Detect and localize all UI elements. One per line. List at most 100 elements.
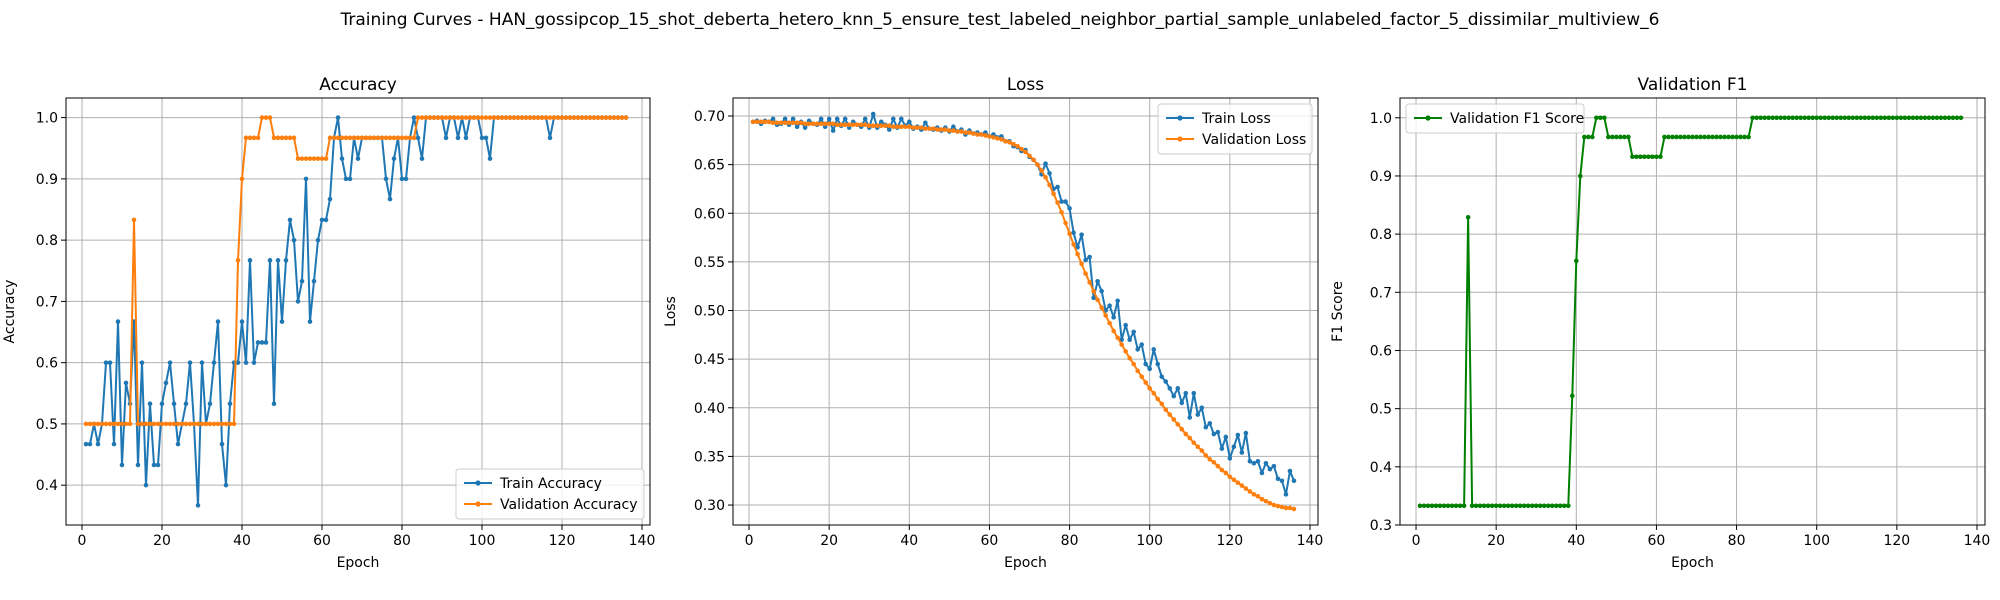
data-point bbox=[103, 421, 109, 427]
x-tick-label: 100 bbox=[1136, 533, 1163, 549]
data-point bbox=[1710, 134, 1715, 140]
legend-label: Validation Loss bbox=[1202, 132, 1306, 148]
data-point bbox=[1223, 434, 1229, 440]
data-point bbox=[1279, 478, 1285, 484]
data-point bbox=[239, 319, 245, 324]
data-point bbox=[87, 441, 93, 447]
data-point bbox=[1227, 456, 1233, 461]
data-point bbox=[1055, 184, 1060, 190]
data-point bbox=[1223, 470, 1229, 476]
data-point bbox=[143, 482, 149, 488]
data-point bbox=[511, 115, 517, 120]
data-point bbox=[247, 135, 253, 141]
data-point bbox=[955, 129, 960, 134]
data-point bbox=[91, 421, 97, 427]
data-point bbox=[1830, 115, 1836, 121]
data-point bbox=[291, 135, 297, 141]
data-point bbox=[1698, 134, 1703, 140]
data-point bbox=[1694, 134, 1699, 140]
data-point bbox=[1814, 115, 1820, 121]
data-point bbox=[1658, 154, 1663, 160]
data-point bbox=[287, 217, 293, 223]
data-point bbox=[167, 360, 173, 365]
data-point bbox=[191, 421, 197, 427]
data-point bbox=[1211, 431, 1217, 437]
y-tick-label: 0.8 bbox=[1370, 227, 1392, 243]
data-point bbox=[1123, 349, 1128, 354]
data-point bbox=[219, 441, 225, 447]
data-point bbox=[1203, 453, 1209, 458]
data-point bbox=[846, 122, 852, 128]
data-point bbox=[467, 115, 473, 120]
data-point bbox=[1874, 115, 1880, 121]
data-point bbox=[1111, 328, 1116, 334]
data-point bbox=[818, 121, 824, 127]
data-point bbox=[1425, 503, 1431, 509]
legend-marker bbox=[475, 480, 481, 486]
data-point bbox=[1131, 361, 1136, 367]
data-point bbox=[1227, 474, 1233, 480]
data-point bbox=[1235, 432, 1241, 438]
data-point bbox=[1870, 115, 1876, 121]
data-point bbox=[1670, 134, 1675, 140]
data-point bbox=[770, 116, 776, 122]
data-point bbox=[878, 119, 884, 125]
data-point bbox=[367, 135, 373, 141]
data-point bbox=[1151, 390, 1157, 396]
data-point bbox=[1175, 386, 1181, 391]
data-point bbox=[915, 125, 920, 130]
data-point bbox=[175, 441, 181, 447]
data-point bbox=[319, 217, 325, 223]
data-point bbox=[1131, 329, 1136, 335]
data-point bbox=[907, 119, 912, 125]
legend-marker bbox=[475, 501, 481, 507]
data-point bbox=[115, 319, 121, 324]
data-point bbox=[1291, 478, 1297, 484]
data-point bbox=[870, 123, 876, 129]
data-point bbox=[786, 120, 792, 126]
data-point bbox=[858, 122, 864, 128]
data-point bbox=[1882, 115, 1888, 121]
data-point bbox=[1934, 115, 1940, 121]
data-point bbox=[987, 134, 992, 139]
data-point bbox=[1115, 335, 1120, 341]
x-tick-label: 100 bbox=[1803, 533, 1830, 549]
data-point bbox=[1818, 115, 1824, 121]
data-point bbox=[1239, 483, 1245, 488]
data-point bbox=[1866, 115, 1872, 121]
data-point bbox=[307, 319, 313, 324]
data-point bbox=[1553, 503, 1559, 509]
data-point bbox=[850, 122, 856, 128]
data-point bbox=[487, 115, 493, 120]
data-point bbox=[1111, 315, 1116, 320]
data-point bbox=[303, 156, 309, 161]
data-point bbox=[107, 421, 113, 427]
data-point bbox=[794, 120, 800, 126]
data-point bbox=[866, 123, 872, 129]
x-tick-label: 0 bbox=[1412, 533, 1421, 549]
data-point bbox=[1429, 503, 1435, 509]
data-point bbox=[403, 176, 409, 182]
data-point bbox=[1279, 504, 1285, 510]
data-point bbox=[243, 360, 249, 365]
legend-box bbox=[1405, 103, 1585, 134]
data-point bbox=[1449, 503, 1455, 509]
chart-title: Validation F1 bbox=[1638, 75, 1748, 95]
data-point bbox=[1095, 279, 1100, 284]
data-point bbox=[1087, 254, 1092, 260]
data-point bbox=[1574, 258, 1579, 264]
data-point bbox=[1091, 295, 1096, 301]
chart-title: Loss bbox=[1007, 75, 1044, 95]
y-axis-label: Loss bbox=[663, 296, 679, 327]
data-point bbox=[826, 121, 832, 127]
data-point bbox=[1834, 115, 1840, 121]
data-point bbox=[499, 115, 505, 120]
data-point bbox=[963, 130, 968, 135]
data-point bbox=[1790, 115, 1795, 121]
data-point bbox=[243, 135, 249, 141]
x-tick-label: 20 bbox=[820, 533, 838, 549]
data-point bbox=[151, 421, 157, 427]
x-axis-label: Epoch bbox=[1671, 555, 1714, 571]
data-point bbox=[1043, 174, 1048, 180]
